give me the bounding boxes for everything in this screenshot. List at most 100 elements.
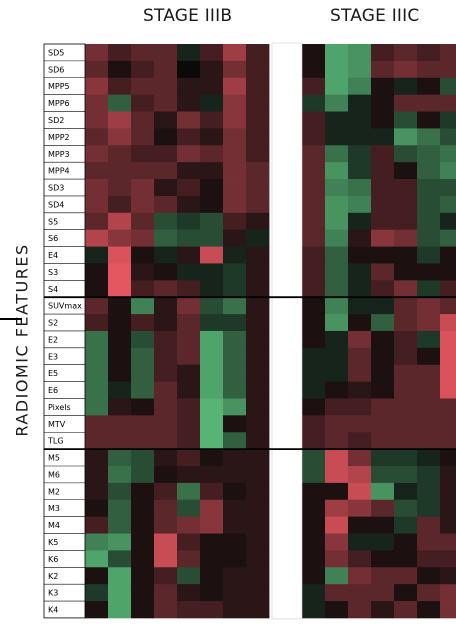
stage-iiib-cell-r8-c5: [200, 179, 224, 197]
stage-iiib-cell-r7-c3: [154, 162, 178, 180]
stage-iiic-cell-r20-c6: [440, 381, 456, 399]
stage-iiib-cell-r15-c4: [177, 297, 201, 315]
stage-iiib-cell-r16-c0: [85, 314, 109, 332]
stage-iiic-cell-r21-c0: [302, 398, 326, 416]
stage-iiic-cell-r6-c1: [325, 145, 349, 163]
stage-iiib-cell-r29-c0: [85, 533, 109, 551]
stage-iiic-cell-r28-c2: [348, 516, 372, 534]
stage-iiic-cell-r23-c5: [417, 432, 441, 450]
stage-iiib-cell-r0-c1: [108, 44, 132, 62]
stage-iiic-cell-r22-c1: [325, 415, 349, 433]
stage-iiic-cell-r8-c5: [417, 179, 441, 197]
stage-iiib-cell-r5-c0: [85, 128, 109, 146]
stage-iiic-cell-r32-c6: [440, 584, 456, 602]
stage-iiib-cell-r2-c5: [200, 77, 224, 96]
stage-iiic-cell-r13-c6: [440, 263, 456, 281]
stage-iiib-cell-r1-c4: [177, 60, 201, 79]
stage-iiib-cell-r21-c5: [200, 398, 224, 416]
stage-iiib-cell-r2-c4: [177, 77, 201, 96]
stage-iiic-cell-r29-c6: [440, 533, 456, 551]
stage-iiib-cell-r21-c0: [85, 398, 109, 416]
stage-iiib-cell-r16-c2: [131, 314, 155, 332]
stage-iiic-cell-r16-c0: [302, 314, 326, 332]
row-label-s5: S5: [48, 217, 58, 226]
stage-iiib-cell-r5-c7: [246, 128, 270, 146]
stage-iiic-cell-r30-c1: [325, 550, 349, 568]
stage-iiic-cell-r12-c0: [302, 246, 326, 264]
stage-iiib-cell-r27-c2: [131, 499, 155, 518]
stage-iiib-cell-r32-c4: [177, 584, 201, 602]
stage-iiic-cell-r4-c4: [394, 111, 418, 129]
stage-iiib-cell-r15-c0: [85, 297, 109, 315]
stage-iiic-cell-r8-c6: [440, 179, 456, 197]
stage-iiic-cell-r16-c5: [417, 314, 441, 332]
stage-iiic-cell-r33-c2: [348, 601, 372, 619]
stage-iiic-cell-r24-c4: [394, 449, 418, 467]
stage-iiic-cell-r3-c1: [325, 94, 349, 112]
stage-iiic-cell-r21-c5: [417, 398, 441, 416]
stage-iiic-cell-r11-c1: [325, 229, 349, 247]
stage-iiic-cell-r15-c4: [394, 297, 418, 315]
stage-iiib-cell-r9-c4: [177, 195, 201, 214]
stage-iiic-cell-r9-c4: [394, 195, 418, 214]
stage-iiib-cell-r15-c2: [131, 297, 155, 315]
stage-iiib-cell-r16-c7: [246, 314, 270, 332]
stage-iiic-cell-r22-c3: [371, 415, 395, 433]
stage-iiib-cell-r28-c4: [177, 516, 201, 534]
stage-iiic-cell-r13-c0: [302, 263, 326, 281]
stage-iiic-cell-r32-c5: [417, 584, 441, 602]
row-label-e6: E6: [48, 386, 58, 395]
stage-iiic-cell-r21-c6: [440, 398, 456, 416]
stage-iiic-cell-r26-c0: [302, 482, 326, 501]
row-label-mpp5: MPP5: [48, 82, 70, 91]
stage-iiib-cell-r8-c7: [246, 179, 270, 197]
stage-iiic-cell-r26-c5: [417, 482, 441, 501]
stage-iiib-cell-r22-c0: [85, 415, 109, 433]
stage-iiib-cell-r24-c2: [131, 449, 155, 467]
stage-iiic-cell-r0-c3: [371, 44, 395, 62]
stage-iiib-cell-r20-c6: [223, 381, 247, 399]
stage-iiib-cell-r3-c0: [85, 94, 109, 112]
stage-iiib-cell-r32-c2: [131, 584, 155, 602]
stage-iiib-cell-r0-c4: [177, 44, 201, 62]
stage-iiib-cell-r24-c4: [177, 449, 201, 467]
stage-iiib-cell-r20-c0: [85, 381, 109, 399]
stage-iiib-cell-r1-c0: [85, 60, 109, 79]
stage-iiic-cell-r17-c4: [394, 330, 418, 349]
stage-iiib-cell-r13-c0: [85, 263, 109, 281]
stage-iiib-cell-r13-c1: [108, 263, 132, 281]
stage-iiic-cell-r22-c6: [440, 415, 456, 433]
stage-iiib-cell-r14-c7: [246, 280, 270, 298]
stage-iiic-cell-r16-c6: [440, 314, 456, 332]
row-label-m2: M2: [48, 487, 60, 496]
stage-iiib-cell-r4-c1: [108, 111, 132, 129]
stage-iiib-cell-r6-c4: [177, 145, 201, 163]
stage-iiib-cell-r30-c1: [108, 550, 132, 568]
stage-iiib-cell-r12-c2: [131, 246, 155, 264]
stage-iiic-cell-r17-c0: [302, 330, 326, 349]
stage-iiic-cell-r10-c4: [394, 212, 418, 231]
row-label-suvmax: SUVmax: [48, 302, 82, 311]
stage-iiic-cell-r1-c0: [302, 60, 326, 79]
stage-iiib-cell-r2-c7: [246, 77, 270, 96]
stage-iiic-cell-r23-c6: [440, 432, 456, 450]
stage-iiic-cell-r2-c6: [440, 77, 456, 96]
stage-iiib-cell-r29-c6: [223, 533, 247, 551]
stage-iiib-cell-r13-c6: [223, 263, 247, 281]
stage-iiib-cell-r15-c1: [108, 297, 132, 315]
stage-iiic-cell-r27-c6: [440, 499, 456, 518]
stage-iiib-cell-r16-c4: [177, 314, 201, 332]
stage-iiic-cell-r26-c4: [394, 482, 418, 501]
stage-iiic-cell-r25-c3: [371, 466, 395, 484]
stage-iiib-cell-r3-c4: [177, 94, 201, 112]
stage-iiib-cell-r31-c0: [85, 567, 109, 585]
row-label-mpp4: MPP4: [48, 167, 70, 176]
stage-iiic-cell-r7-c0: [302, 162, 326, 180]
stage-iiic-cell-r4-c1: [325, 111, 349, 129]
stage-iiib-cell-r0-c6: [223, 44, 247, 62]
stage-iiic-cell-r3-c5: [417, 94, 441, 112]
stage-iiic-cell-r19-c2: [348, 364, 372, 382]
stage-iiib-cell-r28-c1: [108, 516, 132, 534]
stage-iiic-cell-r13-c3: [371, 263, 395, 281]
